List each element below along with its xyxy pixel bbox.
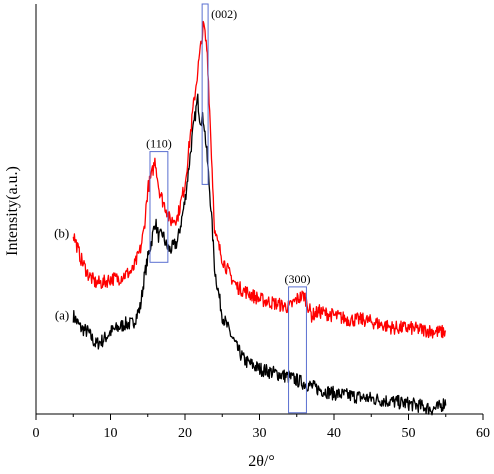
x-tick-label: 20 bbox=[178, 426, 192, 441]
x-tick-label: 30 bbox=[253, 426, 267, 441]
x-tick-label: 50 bbox=[402, 426, 416, 441]
x-tick-label: 10 bbox=[104, 426, 118, 441]
series-line-a bbox=[72, 93, 447, 416]
x-tick-label: 60 bbox=[476, 426, 490, 441]
annotation-label: (002) bbox=[211, 7, 237, 21]
series-label-b: (b) bbox=[54, 226, 69, 241]
plot-area: 0 10 20 30 40 50 60 2θ/° Intensity(a.u.) (a) (b) (1… bbox=[4, 3, 490, 470]
x-tick-label: 0 bbox=[33, 426, 40, 441]
annotation-box bbox=[288, 286, 307, 414]
x-axis-title: 2θ/° bbox=[248, 453, 275, 470]
series-label-a: (a) bbox=[55, 308, 69, 323]
series-line-b bbox=[72, 20, 447, 339]
annotation-box bbox=[149, 151, 169, 263]
annotation-label: (110) bbox=[146, 137, 172, 151]
x-tick-label: 40 bbox=[327, 426, 341, 441]
annotation-box bbox=[201, 3, 209, 185]
annotation-label: (300) bbox=[284, 272, 310, 286]
y-axis-title: Intensity(a.u.) bbox=[4, 166, 21, 256]
